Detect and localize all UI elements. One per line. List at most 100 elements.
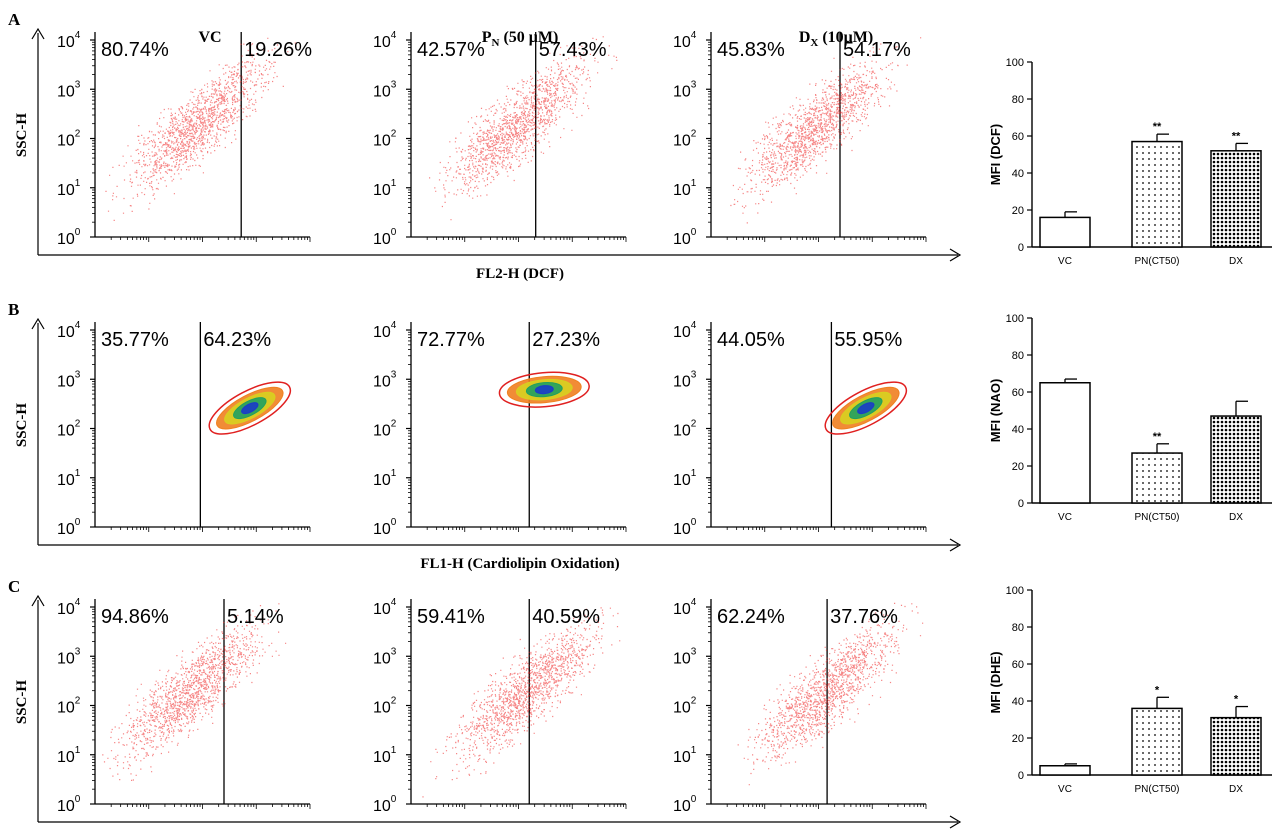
panel-letter: C — [8, 577, 20, 596]
bar — [1131, 707, 1183, 776]
plot-y-tick-label: 102 — [57, 419, 81, 440]
plot-y-tick-label: 100 — [373, 227, 397, 248]
bar-y-tick-label: 20 — [1012, 461, 1024, 473]
dot-plot-A-1: 104 103 102 101 100 80.74% 19.26% — [57, 30, 312, 248]
bar-category-label: DX — [1229, 256, 1243, 267]
bar-y-tick-label: 100 — [1006, 313, 1024, 325]
plot-y-tick-label: 101 — [57, 745, 81, 766]
bar — [1210, 150, 1262, 248]
bar-y-tick-label: 40 — [1012, 168, 1024, 180]
bar-y-tick-label: 60 — [1012, 659, 1024, 671]
quadrant-right-percent: 27.23% — [532, 329, 600, 351]
quadrant-right-percent: 5.14% — [227, 606, 284, 628]
plot-y-tick-label: 101 — [373, 468, 397, 489]
plot-y-tick-label: 101 — [673, 468, 697, 489]
plot-y-tick-label: 103 — [57, 79, 81, 100]
bar-y-axis-label: MFI (DCF) — [988, 124, 1003, 185]
dot-plot-C-2: 104 103 102 101 100 59.41% 40.59% — [373, 597, 627, 815]
dot-plot-B-1: 104 103 102 101 100 35.77% 64.23% — [57, 320, 311, 538]
plot-y-tick-label: 103 — [673, 646, 697, 667]
plot-y-tick-label: 101 — [373, 745, 397, 766]
bar-category-label: DX — [1229, 784, 1243, 795]
bar-category-label: VC — [1058, 256, 1072, 267]
bar-y-tick-label: 0 — [1018, 242, 1024, 254]
x-axis-arrowhead — [949, 815, 962, 829]
column-title-1: VC — [198, 29, 221, 46]
figure-layer: VC PN (50 μM) DX (10μM) A SSC-H FL2-H (DCF) 10… — [8, 10, 1272, 829]
bar — [1039, 216, 1091, 248]
contour-level — [241, 402, 259, 415]
dot-plot-C-3: 104 103 102 101 100 62.24% 37.76% — [673, 597, 927, 815]
quadrant-left-percent: 59.41% — [417, 606, 485, 628]
plot-y-tick-label: 104 — [57, 320, 81, 341]
quadrant-left-percent: 44.05% — [717, 329, 785, 351]
bar-category-label: PN(CT50) — [1134, 784, 1179, 795]
contour-level — [208, 381, 292, 435]
quadrant-left-percent: 45.83% — [717, 39, 785, 61]
plot-y-tick-label: 102 — [673, 419, 697, 440]
dot-plot-B-2: 104 103 102 101 100 72.77% 27.23% — [373, 320, 627, 538]
y-axis-label: SSC-H — [14, 113, 30, 158]
plot-y-tick-label: 102 — [57, 129, 81, 150]
event-scatter — [730, 37, 922, 224]
quadrant-left-percent: 42.57% — [417, 39, 485, 61]
significance-mark: ** — [1153, 121, 1162, 133]
bar-y-tick-label: 100 — [1006, 57, 1024, 69]
density-contour — [498, 371, 590, 408]
plot-y-tick-label: 102 — [373, 129, 397, 150]
plot-y-tick-label: 101 — [373, 178, 397, 199]
plot-y-tick-label: 103 — [673, 79, 697, 100]
bar — [1131, 452, 1183, 504]
bar-y-tick-label: 80 — [1012, 622, 1024, 634]
bar-y-tick-label: 40 — [1012, 424, 1024, 436]
quadrant-right-percent: 55.95% — [834, 329, 902, 351]
event-scatter — [105, 37, 296, 221]
column-title-3: DX (10μM) — [799, 29, 873, 49]
dot-plot-A-2: 104 103 102 101 100 42.57% 57.43% — [373, 30, 627, 248]
y-axis-label: SSC-H — [14, 680, 30, 725]
event-scatter — [102, 603, 287, 781]
bar — [1039, 382, 1091, 504]
plot-y-tick-label: 101 — [57, 468, 81, 489]
bar-y-axis-label: MFI (NAO) — [988, 379, 1003, 443]
event-scatter — [422, 607, 621, 798]
plot-y-tick-label: 103 — [57, 646, 81, 667]
contour-level — [534, 385, 554, 395]
y-axis-arrowhead — [31, 317, 45, 330]
plot-y-tick-label: 101 — [57, 178, 81, 199]
bar-y-tick-label: 60 — [1012, 387, 1024, 399]
bar-y-axis-label: MFI (DHE) — [988, 651, 1003, 713]
x-axis-arrowhead — [949, 538, 962, 552]
x-axis-arrowhead — [949, 248, 962, 262]
plot-y-tick-label: 104 — [673, 30, 697, 51]
quadrant-left-percent: 62.24% — [717, 606, 785, 628]
dot-plot-B-3: 104 103 102 101 100 44.05% 55.95% — [673, 320, 927, 538]
plot-y-tick-label: 102 — [373, 419, 397, 440]
contour-level — [498, 371, 590, 408]
quadrant-right-percent: 64.23% — [203, 329, 271, 351]
significance-mark: * — [1234, 694, 1239, 706]
bar-chart-2: MFI (NAO) 0 20 40 60 80 100 VC ** PN(CT50) DX — [988, 313, 1272, 523]
y-axis-arrowhead — [31, 594, 45, 607]
quadrant-right-percent: 40.59% — [532, 606, 600, 628]
plot-y-tick-label: 101 — [673, 745, 697, 766]
quadrant-left-percent: 94.86% — [101, 606, 169, 628]
contour-level — [857, 402, 875, 415]
significance-mark: ** — [1153, 431, 1162, 443]
bar-y-tick-label: 60 — [1012, 131, 1024, 143]
plot-y-tick-label: 100 — [57, 227, 81, 248]
plot-y-tick-label: 103 — [57, 369, 81, 390]
quadrant-right-percent: 54.17% — [843, 39, 911, 61]
plot-y-tick-label: 102 — [673, 129, 697, 150]
density-contour — [824, 381, 908, 435]
bar-y-tick-label: 40 — [1012, 696, 1024, 708]
plot-y-tick-label: 100 — [57, 794, 81, 815]
plot-y-tick-label: 103 — [373, 646, 397, 667]
dot-plot-A-3: 104 103 102 101 100 45.83% 54.17% — [673, 30, 927, 248]
plot-y-tick-label: 103 — [373, 79, 397, 100]
column-title-2: PN (50 μM) — [482, 29, 559, 49]
plot-y-tick-label: 102 — [673, 696, 697, 717]
